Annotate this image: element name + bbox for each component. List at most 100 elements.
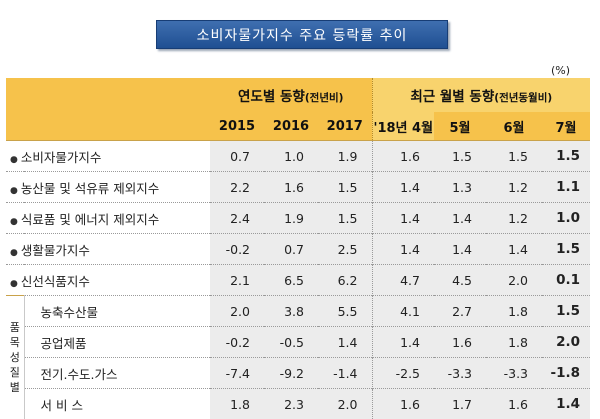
row-label-cell: ●신선식품지수 [6,265,210,296]
value-cell: 1.9 [264,203,318,234]
bullet-icon: ● [10,155,18,165]
row-label-cell: ●생활물가지수 [6,234,210,265]
value-cell-latest: 0.1 [542,265,590,296]
value-cell: 1.6 [486,389,542,419]
value-cell: 1.4 [372,203,434,234]
header-corner [6,78,210,112]
value-cell: 2.1 [210,265,264,296]
column-header: 5월 [434,112,486,141]
table-row: 전기.수도.가스-7.4-9.2-1.4-2.5-3.3-3.3-1.8 [6,358,590,389]
header-monthly-label: 최근 월별 동향 [410,89,494,105]
value-cell: 6.2 [318,265,372,296]
row-label: 농축수산물 [24,296,210,327]
value-cell: 2.5 [318,234,372,265]
column-header: 6월 [486,112,542,141]
value-cell-latest: 1.5 [542,296,590,327]
value-cell: 1.4 [372,327,434,358]
bullet-icon: ● [10,217,18,227]
value-cell: 1.6 [264,172,318,203]
value-cell: -0.2 [210,327,264,358]
unit-label: (%) [551,64,570,77]
value-cell: -7.4 [210,358,264,389]
value-cell: 1.4 [434,203,486,234]
value-cell: 5.5 [318,296,372,327]
row-label: 서 비 스 [24,389,210,419]
bullet-icon: ● [10,248,18,258]
value-cell: -1.4 [318,358,372,389]
row-label: 신선식품지수 [21,274,90,289]
column-header: 2016 [264,112,318,141]
value-cell-latest: -1.8 [542,358,590,389]
value-cell: 1.0 [264,141,318,172]
value-cell: 1.8 [486,327,542,358]
row-label: 생활물가지수 [21,243,90,258]
row-label-cell: ●농산물 및 석유류 제외지수 [6,172,210,203]
value-cell-latest: 1.5 [542,141,590,172]
value-cell: 1.5 [318,203,372,234]
column-header: 2017 [318,112,372,141]
value-cell: -9.2 [264,358,318,389]
value-cell: 1.7 [434,389,486,419]
value-cell: 2.7 [434,296,486,327]
value-cell: 2.4 [210,203,264,234]
header-annual-sub: (전년비) [305,92,344,104]
value-cell: 2.0 [210,296,264,327]
value-cell: 1.2 [486,172,542,203]
header-monthly-group: 최근 월별 동향(전년동월비) [372,78,590,112]
value-cell: 2.0 [486,265,542,296]
value-cell: -3.3 [434,358,486,389]
header-corner-2 [6,112,210,141]
value-cell: 4.7 [372,265,434,296]
value-cell: 1.9 [318,141,372,172]
column-header: 7월 [542,112,590,141]
row-label: 소비자물가지수 [21,150,102,165]
bullet-icon: ● [10,279,18,289]
row-label-cell: ●식료품 및 에너지 제외지수 [6,203,210,234]
value-cell: 1.6 [372,389,434,419]
value-cell-latest: 1.1 [542,172,590,203]
value-cell: -0.2 [210,234,264,265]
value-cell: 1.5 [486,141,542,172]
header-annual-label: 연도별 동향 [238,89,305,105]
value-cell-latest: 2.0 [542,327,590,358]
value-cell: 1.4 [318,327,372,358]
table-title: 소비자물가지수 주요 등락률 추이 [156,20,448,49]
value-cell: 1.8 [210,389,264,419]
value-cell: -0.5 [264,327,318,358]
value-cell: 1.6 [434,327,486,358]
header-monthly-sub: (전년동월비) [494,92,552,104]
value-cell-latest: 1.5 [542,234,590,265]
value-cell: 4.1 [372,296,434,327]
value-cell: 2.3 [264,389,318,419]
value-cell-latest: 1.0 [542,203,590,234]
column-header: '18년 4월 [372,112,434,141]
row-label: 농산물 및 석유류 제외지수 [21,181,159,196]
row-label: 식료품 및 에너지 제외지수 [21,212,159,227]
value-cell: 1.5 [434,141,486,172]
value-cell: 2.2 [210,172,264,203]
column-header: 2015 [210,112,264,141]
value-cell: 1.6 [372,141,434,172]
value-cell: 0.7 [210,141,264,172]
value-cell: 1.4 [372,172,434,203]
value-cell: 2.0 [318,389,372,419]
row-label: 전기.수도.가스 [24,358,210,389]
bullet-icon: ● [10,186,18,196]
header-annual-group: 연도별 동향(전년비) [210,78,372,112]
value-cell: 3.8 [264,296,318,327]
value-cell: 6.5 [264,265,318,296]
value-cell: 1.4 [434,234,486,265]
value-cell: 1.4 [486,234,542,265]
value-cell-latest: 1.4 [542,389,590,419]
value-cell: 1.4 [372,234,434,265]
value-cell: -2.5 [372,358,434,389]
